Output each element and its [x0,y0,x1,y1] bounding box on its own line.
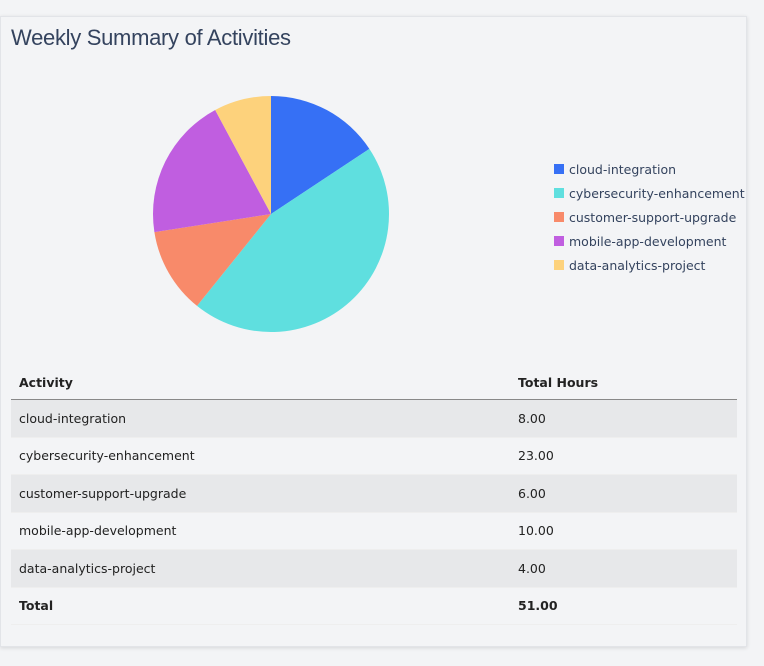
cell-hours: 8.00 [510,399,737,438]
table-row: cloud-integration 8.00 [11,399,737,438]
total-row: Total 51.00 [11,587,737,625]
cell-activity: data-analytics-project [11,549,510,588]
total-value: 51.00 [510,587,737,625]
legend-item-cloud-integration[interactable]: cloud-integration [554,157,745,181]
cell-hours: 4.00 [510,549,737,588]
pie-slice-mobile-app-development[interactable] [153,110,271,233]
table-header: Activity Total Hours [11,365,737,400]
legend-label: cybersecurity-enhancement [569,185,745,201]
cell-hours: 6.00 [510,474,737,513]
legend-item-data-analytics-project[interactable]: data-analytics-project [554,253,745,277]
legend: cloud-integration cybersecurity-enhanceme… [554,157,745,277]
legend-item-mobile-app-development[interactable]: mobile-app-development [554,229,745,253]
legend-item-cybersecurity-enhancement[interactable]: cybersecurity-enhancement [554,181,745,205]
legend-swatch [554,260,564,270]
total-label: Total [11,587,510,625]
table-row: customer-support-upgrade 6.00 [11,474,737,513]
summary-card: Weekly Summary of Activities cloud-integ… [0,16,747,647]
legend-swatch [554,236,564,246]
cell-activity: cybersecurity-enhancement [11,437,510,475]
table-row: cybersecurity-enhancement 23.00 [11,437,737,475]
legend-swatch [554,188,564,198]
legend-swatch [554,212,564,222]
table-row: mobile-app-development 10.00 [11,512,737,550]
pie-slice-cybersecurity-enhancement[interactable] [197,148,389,332]
pie-chart [153,96,389,332]
pie-slice-customer-support-upgrade[interactable] [154,214,271,306]
cell-activity: mobile-app-development [11,512,510,550]
legend-label: cloud-integration [569,161,677,177]
pie-slice-data-analytics-project[interactable] [215,96,271,214]
activity-table: Activity Total Hours cloud-integration 8.… [11,365,737,625]
cell-activity: cloud-integration [11,399,510,438]
legend-label: data-analytics-project [569,257,706,273]
pie-slice-cloud-integration[interactable] [271,96,370,214]
header-activity: Activity [11,365,510,400]
page-title: Weekly Summary of Activities [11,25,291,50]
header-total-hours: Total Hours [510,365,737,400]
cell-hours: 23.00 [510,437,737,475]
legend-item-customer-support-upgrade[interactable]: customer-support-upgrade [554,205,745,229]
legend-label: customer-support-upgrade [569,209,737,225]
cell-hours: 10.00 [510,512,737,550]
legend-label: mobile-app-development [569,233,727,249]
cell-activity: customer-support-upgrade [11,474,510,513]
legend-swatch [554,164,564,174]
table-row: data-analytics-project 4.00 [11,549,737,588]
